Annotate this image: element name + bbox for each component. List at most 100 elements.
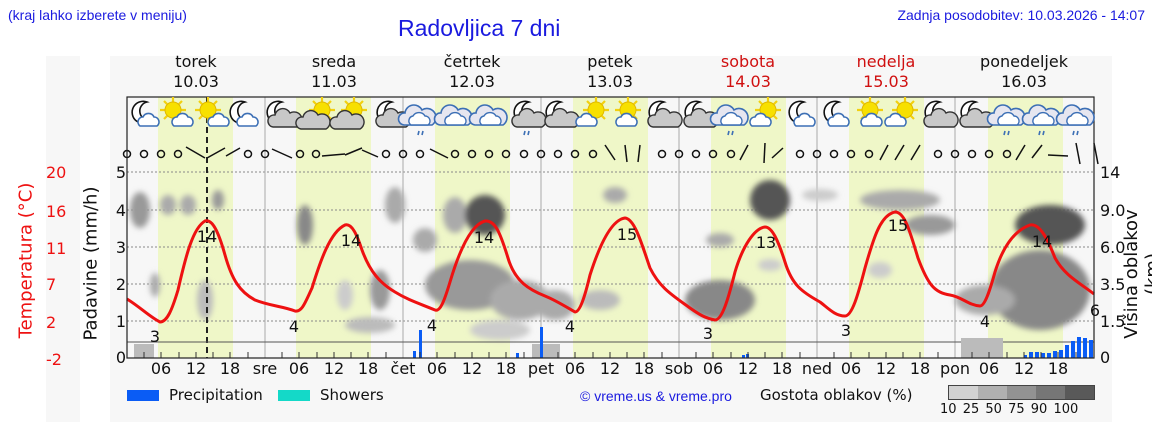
sun-cloud-icon (193, 95, 230, 127)
cloud-tick: 9.0 (1100, 201, 1126, 220)
x-tick: 12 (599, 359, 621, 378)
showers-legend-label: Showers (320, 386, 384, 404)
rain-cloud-icon (986, 104, 1026, 136)
x-tick: pet (527, 359, 555, 378)
svg-text:4: 4 (565, 317, 575, 336)
day-header-petek: petek 13.03 (587, 52, 633, 91)
legend-showers: Showers (278, 386, 384, 404)
cloud-tick: 14 (1100, 163, 1121, 182)
x-tick: 06 (564, 359, 586, 378)
rain-cloud-icon (709, 104, 749, 136)
temperature-extreme-labels: 3 14 4 14 4 14 4 15 3 13 3 15 4 14 6 (150, 216, 1100, 346)
svg-text:15: 15 (888, 216, 908, 235)
temp-tick: 11 (46, 239, 67, 258)
svg-text:4: 4 (980, 312, 990, 331)
location-hint: (kraj lahko izberete v meniju) (8, 7, 187, 23)
cloud-density-scale (948, 385, 1095, 400)
x-tick: 12 (875, 359, 897, 378)
rain-cloud-icon (1055, 104, 1095, 136)
x-tick: ned (801, 359, 833, 378)
precipitation-legend-label: Precipitation (169, 386, 263, 404)
temperature-line (126, 210, 1095, 324)
sun-cloud-icon (884, 95, 920, 127)
moon-cloud-icon (823, 100, 850, 127)
svg-text:14: 14 (474, 228, 494, 247)
day-header-nedelja: nedelja 15.03 (856, 52, 916, 91)
svg-text:3: 3 (150, 327, 160, 346)
x-tick: 06 (150, 359, 172, 378)
x-tick: 18 (909, 359, 931, 378)
cloud-icon (468, 104, 508, 126)
sun-cloud-icon (329, 95, 369, 130)
legend-precipitation: Precipitation (127, 386, 263, 404)
svg-text:14: 14 (1032, 232, 1052, 251)
svg-text:3: 3 (703, 324, 713, 343)
sun-cloud-icon (575, 95, 611, 127)
temp-tick: -2 (46, 350, 62, 369)
cloud-icon (433, 104, 473, 126)
svg-text:14: 14 (197, 227, 217, 246)
moon-cloud-icon (923, 100, 959, 128)
cloud-density-scale-labels: 10 25 50 75 90 100 (940, 402, 1079, 417)
rain-tick: 5 (115, 163, 126, 182)
moon-cloud-icon (788, 100, 816, 127)
x-tick: 18 (1047, 359, 1069, 378)
moon-cloud-icon (229, 100, 259, 127)
cloud-tick: 3.5 (1100, 275, 1126, 294)
page-title: Radovljica 7 dni (398, 15, 561, 41)
x-tick: 12 (737, 359, 759, 378)
day-header-torek: torek 10.03 (173, 52, 219, 91)
svg-text:3: 3 (841, 321, 851, 340)
moon-cloud-icon (647, 100, 683, 128)
temp-tick: 2 (46, 313, 57, 332)
showers-swatch (278, 389, 310, 401)
x-tick: sob (664, 359, 694, 378)
moon-cloud-rain-icon (511, 100, 547, 136)
rain-cloud-icon (397, 104, 437, 136)
precipitation-swatch (127, 389, 159, 401)
svg-text:4: 4 (289, 317, 299, 336)
day-header-sreda: sreda 11.03 (311, 52, 357, 91)
temp-tick: 16 (46, 202, 67, 221)
x-tick: 18 (633, 359, 655, 378)
sun-cloud-icon (295, 95, 337, 130)
sun-cloud-icon (613, 95, 643, 127)
rain-tick: 3 (115, 238, 126, 257)
rain-tick: 2 (115, 275, 126, 294)
rain-tick: 0 (115, 348, 126, 367)
x-tick: pon (939, 359, 971, 378)
x-tick: 06 (840, 359, 862, 378)
x-tick: 18 (357, 359, 379, 378)
wind-barbs (122, 142, 1099, 165)
x-tick: 18 (771, 359, 793, 378)
cloud-tick: 0 (1100, 348, 1111, 367)
x-minor-ticks (143, 352, 1077, 358)
x-tick: 06 (426, 359, 448, 378)
cloud-tick: 1.5 (1100, 312, 1126, 331)
x-tick: 06 (288, 359, 310, 378)
svg-text:6: 6 (1090, 301, 1100, 320)
x-tick: 12 (323, 359, 345, 378)
x-tick: 12 (1013, 359, 1035, 378)
rain-tick: 4 (115, 201, 126, 220)
x-tick: čet (390, 359, 416, 378)
x-tick: 18 (495, 359, 517, 378)
x-tick: 06 (978, 359, 1000, 378)
day-header-cetrtek: četrtek 12.03 (443, 52, 501, 91)
temp-axis-panel (46, 56, 80, 422)
day-header-sobota: sobota 14.03 (720, 52, 776, 91)
copyright-link[interactable]: © vreme.us & vreme.pro (580, 388, 732, 404)
svg-text:13: 13 (756, 233, 776, 252)
temp-tick: 20 (46, 163, 67, 182)
x-tick: 06 (702, 359, 724, 378)
x-tick: 12 (185, 359, 207, 378)
rain-cloud-icon (1021, 104, 1061, 136)
last-updated: Zadnja posodobitev: 10.03.2026 - 14:07 (897, 7, 1145, 23)
svg-text:15: 15 (617, 225, 637, 244)
sun-cloud-icon (855, 95, 885, 127)
sun-cloud-icon (749, 95, 783, 127)
cloud-density-title: Gostota oblakov (%) (760, 386, 913, 404)
sun-cloud-icon (158, 95, 194, 127)
svg-text:4: 4 (427, 316, 437, 335)
